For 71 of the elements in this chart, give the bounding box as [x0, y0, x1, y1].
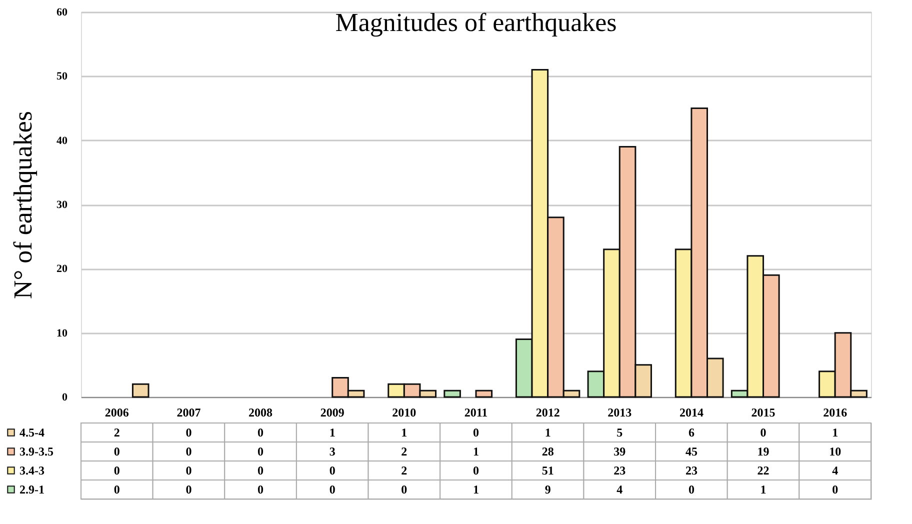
legend-label: 3.9-3.5	[20, 444, 54, 458]
x-tick-label: 2013	[608, 406, 632, 420]
data-label: 0	[186, 426, 192, 440]
legend-label: 3.4-3	[20, 464, 44, 478]
data-label: 2	[114, 426, 120, 440]
data-label: 0	[329, 464, 336, 478]
data-label: 0	[258, 444, 264, 458]
x-tick-label: 2012	[536, 406, 560, 420]
y-tick-label: 40	[56, 134, 68, 147]
x-tick-label: 2007	[176, 406, 201, 420]
data-label: 0	[401, 482, 408, 496]
bar	[132, 383, 150, 398]
x-tick-label: 2014	[679, 406, 704, 420]
x-tick-label: 2015	[751, 406, 776, 420]
data-label: 28	[542, 444, 554, 458]
data-label: 0	[114, 444, 120, 458]
data-label: 5	[616, 426, 623, 440]
y-axis-title: N° of earthquakes	[8, 111, 38, 299]
y-tick-label: 0	[62, 392, 68, 404]
y-tick-label: 60	[56, 6, 68, 18]
data-label: 23	[614, 464, 626, 478]
data-label: 10	[829, 444, 842, 458]
y-tick-label: 30	[56, 199, 68, 211]
data-label: 39	[614, 444, 626, 458]
y-tick-label: 10	[56, 327, 68, 340]
data-label: 0	[688, 482, 694, 496]
x-tick-label: 2008	[248, 406, 273, 420]
data-label: 2	[401, 444, 408, 458]
data-label: 9	[544, 482, 551, 496]
y-tick-label: 50	[56, 70, 68, 83]
x-tick-label: 2011	[464, 406, 488, 420]
bar	[475, 390, 493, 398]
data-label: 1	[473, 482, 479, 496]
data-label: 1	[760, 482, 766, 496]
x-tick-label: 2010	[392, 406, 416, 420]
data-label: 0	[329, 482, 336, 496]
data-label: 0	[760, 426, 766, 440]
x-tick-label: 2009	[320, 406, 344, 420]
chart-title: Magnitudes of earthquakes	[335, 8, 617, 37]
data-label: 0	[186, 444, 192, 458]
data-label: 45	[685, 444, 698, 458]
bar	[444, 390, 461, 398]
data-label: 1	[544, 426, 551, 440]
data-label: 4	[616, 482, 623, 496]
data-label: 0	[186, 482, 192, 496]
legend-label: 4.5-4	[20, 426, 44, 440]
x-tick-label: 2006	[104, 406, 129, 420]
data-label: 0	[258, 482, 264, 496]
legend-label: 2.9-1	[20, 482, 44, 496]
data-label: 0	[258, 464, 264, 478]
data-label: 1	[401, 426, 408, 440]
data-label: 0	[832, 482, 838, 496]
data-label: 1	[329, 426, 336, 440]
data-label: 4	[832, 464, 838, 478]
data-label: 0	[114, 482, 120, 496]
data-label: 23	[685, 464, 698, 478]
data-label: 19	[757, 444, 770, 458]
data-label: 1	[832, 426, 838, 440]
data-label: 0	[114, 464, 120, 478]
data-label: 6	[688, 426, 694, 440]
y-tick-label: 20	[56, 263, 68, 276]
x-tick-label: 2016	[823, 406, 848, 420]
data-label: 3	[329, 444, 336, 458]
data-label: 1	[473, 444, 479, 458]
data-label: 0	[186, 464, 192, 478]
data-label: 0	[473, 464, 479, 478]
data-label: 0	[473, 426, 479, 440]
data-label: 0	[258, 426, 264, 440]
data-label: 2	[401, 464, 408, 478]
data-label: 22	[757, 464, 770, 478]
data-label: 51	[542, 464, 554, 478]
